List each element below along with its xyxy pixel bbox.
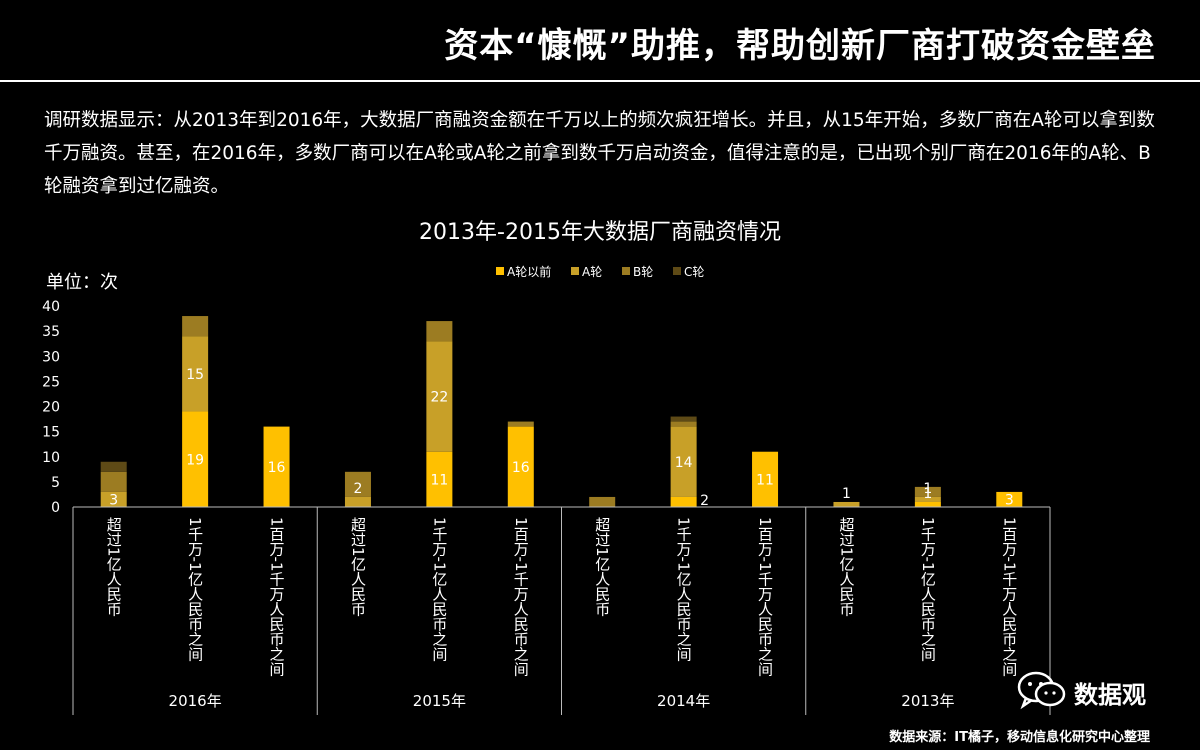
bar-segment: [914, 496, 941, 502]
data-label: 11: [430, 472, 448, 488]
x-tick-label: 1千万-1亿人民币之间: [675, 517, 693, 663]
bar-segment: [670, 426, 697, 497]
x-tick-label: 超过1亿人民币: [837, 517, 855, 617]
bar-segment: [182, 411, 209, 507]
data-label: 22: [430, 389, 448, 405]
legend-swatch: [673, 267, 681, 275]
bar-segment: [100, 461, 127, 472]
bar-segment: [263, 426, 290, 507]
bar-segment: [833, 501, 860, 507]
data-label: 3: [109, 492, 118, 508]
y-tick-label: 10: [42, 450, 60, 466]
legend-label: C轮: [684, 265, 704, 279]
x-tick-label: 超过1亿人民币: [349, 517, 367, 617]
data-label: 19: [186, 452, 204, 468]
x-tick-label: 1百万-1千万人民币之间: [756, 517, 774, 678]
legend-label: B轮: [633, 265, 653, 279]
y-tick-label: 35: [42, 324, 60, 340]
bar-segment: [426, 321, 453, 342]
wechat-icon: [1017, 671, 1066, 710]
bar-segment: [507, 421, 534, 427]
y-tick-label: 5: [51, 475, 60, 491]
bar-segment: [670, 496, 697, 507]
bar-segment: [100, 491, 127, 507]
x-tick-label: 1千万-1亿人民币之间: [919, 517, 937, 663]
title-divider: [0, 80, 1200, 82]
y-tick-label: 40: [42, 299, 60, 315]
group-label: 2015年: [413, 692, 466, 710]
bar-segment: [344, 496, 371, 507]
bar-segment: [752, 451, 779, 507]
y-tick-label: 25: [42, 374, 60, 390]
group-label: 2014年: [657, 692, 710, 710]
legend-swatch: [622, 267, 630, 275]
data-label: 15: [186, 367, 204, 383]
data-label: 2: [353, 481, 362, 497]
y-tick-label: 30: [42, 349, 60, 365]
y-tick-label: 0: [51, 500, 60, 516]
bar-segment: [182, 336, 209, 412]
group-label: 2013年: [901, 692, 954, 710]
bar-segment: [100, 471, 127, 492]
data-label: 3: [1005, 492, 1014, 508]
data-label: 16: [512, 460, 530, 476]
bar-segment: [914, 486, 941, 497]
bar-segment: [507, 426, 534, 507]
data-label: 16: [268, 460, 286, 476]
group-label: 2016年: [169, 692, 222, 710]
watermark-text: 数据观: [1074, 681, 1146, 709]
unit-label: 单位：次: [46, 272, 118, 293]
bar-segment: [670, 421, 697, 427]
description-text: 调研数据显示：从2013年到2016年，大数据厂商融资金额在千万以上的频次疯狂增…: [44, 110, 1155, 197]
x-tick-label: 1千万-1亿人民币之间: [430, 517, 448, 663]
data-label: 2: [700, 493, 709, 509]
data-label: 1: [923, 481, 932, 497]
x-tick-label: 1百万-1千万人民币之间: [1000, 517, 1018, 678]
data-label: 1: [923, 486, 932, 502]
bar-segment: [426, 451, 453, 507]
x-tick-label: 超过1亿人民币: [105, 517, 123, 617]
bar-segment: [996, 491, 1023, 507]
bar-segment: [670, 416, 697, 422]
y-tick-label: 20: [42, 400, 60, 416]
bar-segment: [426, 341, 453, 452]
legend-label: A轮: [582, 265, 602, 279]
bar-segment: [589, 496, 616, 507]
page-title: 资本“慷慨”助推，帮助创新厂商打破资金壁垒: [444, 26, 1156, 66]
legend-label: A轮以前: [507, 264, 551, 279]
x-tick-label: 1百万-1千万人民币之间: [512, 517, 530, 678]
bar-segment: [344, 471, 371, 497]
x-tick-label: 超过1亿人民币: [593, 517, 611, 617]
chart-title: 2013年-2015年大数据厂商融资情况: [419, 220, 781, 245]
x-tick-label: 1千万-1亿人民币之间: [186, 517, 204, 663]
data-label: 1: [842, 486, 851, 502]
data-label: 11: [756, 472, 774, 488]
x-tick-label: 1百万-1千万人民币之间: [268, 517, 286, 678]
legend-swatch: [496, 267, 504, 275]
bar-segment: [914, 501, 941, 507]
source-note: 数据来源：IT橘子，移动信息化研究中心整理: [889, 730, 1150, 745]
y-tick-label: 15: [42, 425, 60, 441]
legend-swatch: [571, 267, 579, 275]
bar-segment: [182, 316, 209, 337]
data-label: 14: [675, 455, 693, 471]
